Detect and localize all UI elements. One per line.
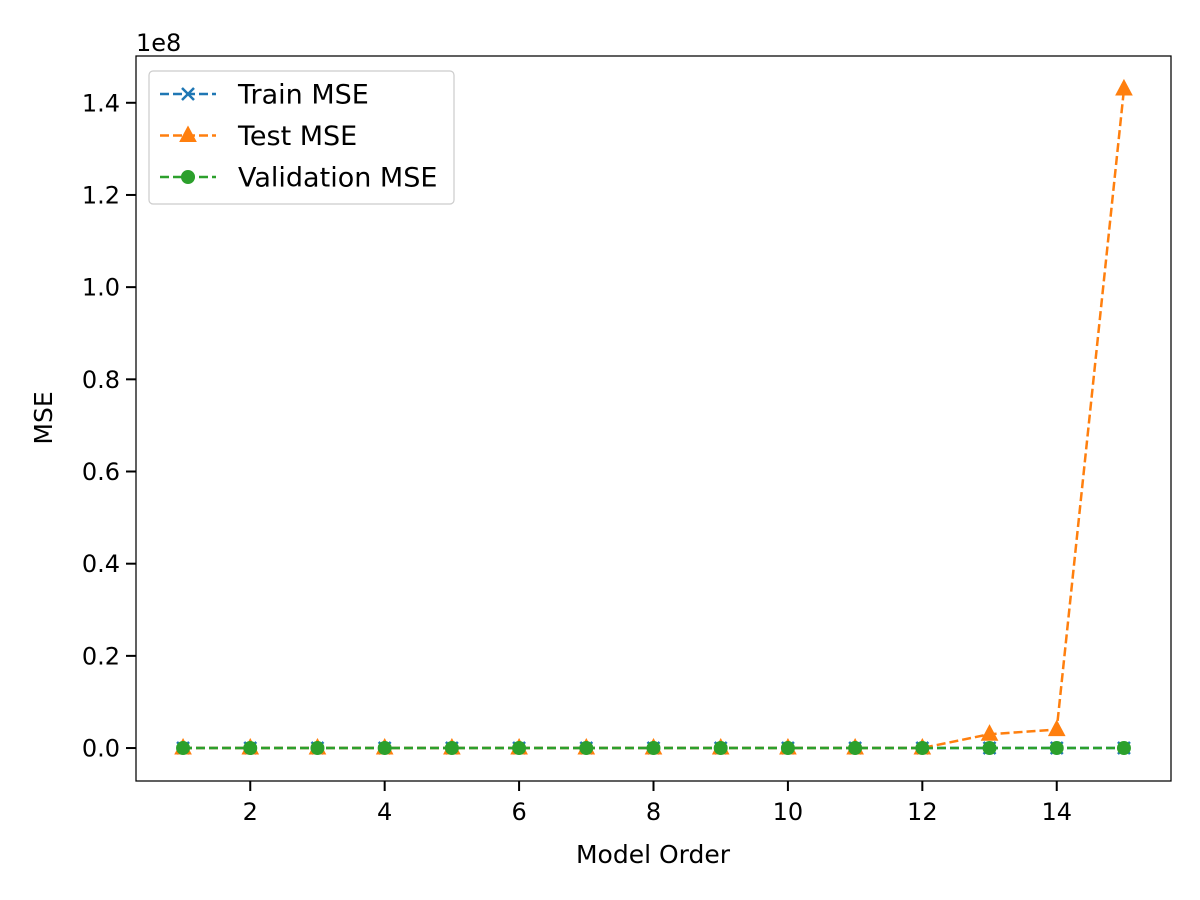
legend-label: Test MSE	[237, 121, 357, 152]
legend-marker	[179, 125, 197, 142]
y-tick-label: 1.4	[82, 89, 120, 117]
data-point	[1047, 719, 1066, 737]
legend: Train MSE Test MSE Validation MSE	[148, 70, 455, 205]
data-point	[444, 741, 459, 756]
data-point	[310, 741, 325, 756]
x-tick-label: 10	[773, 798, 804, 826]
x-tick-label: 14	[1041, 798, 1072, 826]
legend-entry: Test MSE	[160, 121, 357, 152]
data-point	[848, 741, 863, 756]
y-axis: 0.0 0.2 0.4 0.6 0.8 1.0 1.2 1.4	[82, 89, 136, 763]
data-point	[1116, 741, 1131, 756]
data-point	[713, 741, 728, 756]
legend-marker	[181, 170, 195, 184]
legend-box	[148, 70, 455, 205]
legend-label: Train MSE	[237, 80, 369, 111]
data-point	[377, 741, 392, 756]
y-tick-label: 0.8	[82, 366, 120, 394]
y-tick-label: 1.0	[82, 274, 120, 302]
y-axis-title: MSE	[29, 391, 58, 444]
data-point	[780, 741, 795, 756]
data-point	[1115, 78, 1133, 96]
legend-marker	[181, 87, 195, 101]
x-tick-label: 8	[646, 798, 661, 826]
data-point	[176, 741, 191, 756]
x-axis: 2 4 6 8 10 12 14	[243, 781, 1072, 826]
series-validation-mse	[176, 741, 1131, 756]
x-tick-label: 4	[377, 798, 392, 826]
x-tick-label: 6	[511, 798, 526, 826]
data-point	[512, 741, 527, 756]
series-layer	[174, 78, 1133, 756]
legend-label: Validation MSE	[238, 163, 437, 194]
y-tick-label: 1.2	[82, 181, 120, 209]
x-tick-label: 2	[243, 798, 258, 826]
y-offset-label: 1e8	[136, 29, 181, 57]
legend-entry: Validation MSE	[160, 163, 437, 194]
y-tick-label: 0.4	[82, 550, 120, 578]
y-tick-label: 0.0	[82, 735, 120, 763]
data-point	[243, 741, 258, 756]
data-point	[915, 741, 930, 756]
data-point	[980, 724, 999, 741]
x-axis-title: Model Order	[576, 840, 731, 869]
y-tick-label: 0.2	[82, 642, 120, 670]
data-point	[579, 741, 594, 756]
data-point	[646, 741, 661, 756]
y-tick-label: 0.6	[82, 458, 120, 486]
legend-entry: Train MSE	[160, 80, 369, 111]
data-point	[982, 741, 997, 756]
data-point	[1049, 741, 1064, 756]
x-tick-label: 12	[907, 798, 938, 826]
